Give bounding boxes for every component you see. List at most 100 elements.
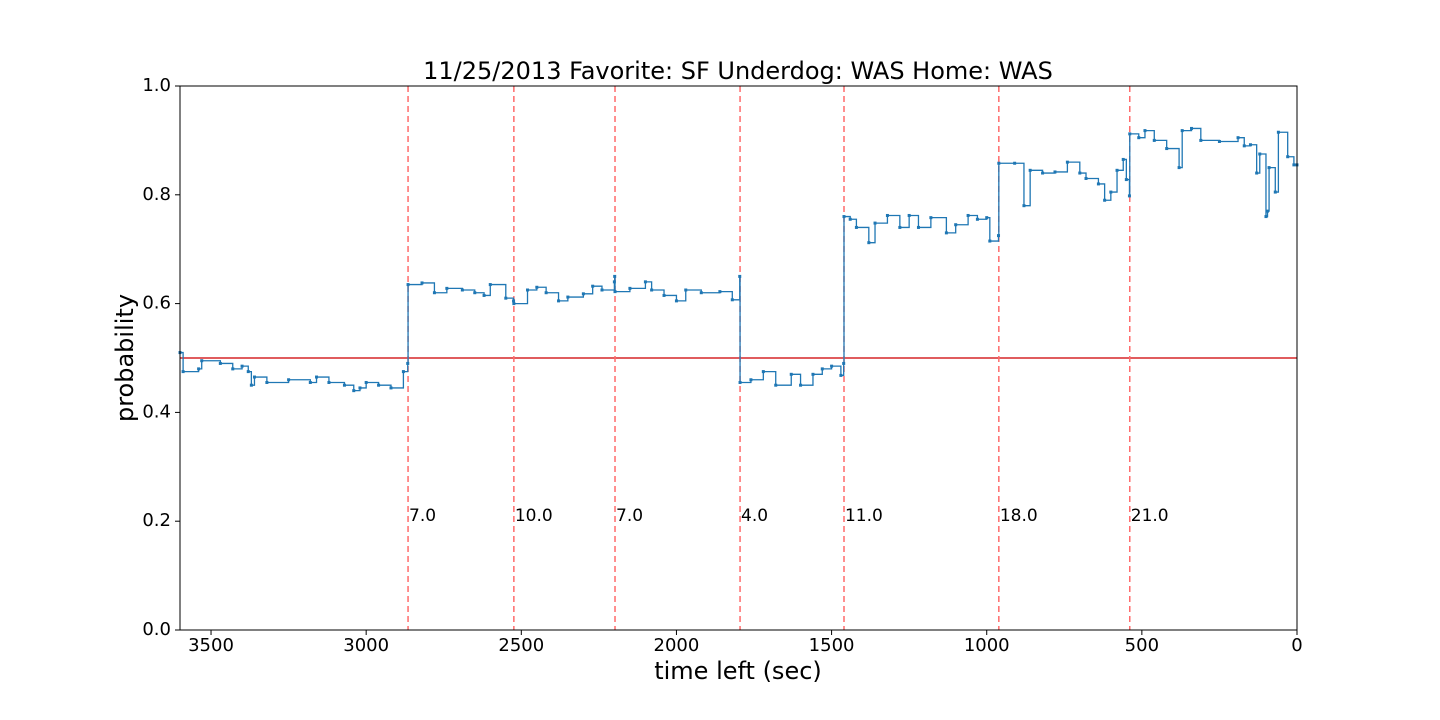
data-point <box>445 286 449 290</box>
data-point <box>848 217 852 221</box>
data-point <box>1137 136 1141 140</box>
data-point <box>389 386 393 390</box>
data-point <box>308 380 312 384</box>
data-point <box>873 221 877 225</box>
data-point <box>181 370 185 374</box>
data-point <box>1096 182 1100 186</box>
data-point <box>1121 157 1125 161</box>
data-point <box>842 215 846 219</box>
data-point <box>1013 161 1017 165</box>
data-point <box>761 370 765 374</box>
data-point <box>839 373 843 377</box>
data-point <box>315 375 319 379</box>
data-point <box>377 383 381 387</box>
plot-frame <box>179 85 1298 631</box>
x-tick-label: 2000 <box>654 635 700 656</box>
data-point <box>1242 144 1246 148</box>
y-tick-label: 0.8 <box>142 184 171 205</box>
y-tick-label: 0.2 <box>142 510 171 531</box>
data-point <box>401 370 405 374</box>
data-point <box>916 225 920 229</box>
data-point <box>240 364 244 368</box>
x-tick-label: 500 <box>1125 635 1159 656</box>
data-point <box>1266 209 1270 213</box>
data-point <box>218 361 222 365</box>
x-tick-label: 1500 <box>809 635 855 656</box>
data-point <box>200 359 204 363</box>
event-label: 4.0 <box>741 506 768 526</box>
data-point <box>662 293 666 297</box>
data-point <box>358 386 362 390</box>
data-point <box>1177 166 1181 170</box>
data-point <box>684 288 688 292</box>
data-point <box>907 213 911 217</box>
data-point <box>789 372 793 376</box>
data-point <box>1143 129 1147 133</box>
data-point <box>526 288 530 292</box>
data-point <box>1180 129 1184 133</box>
data-point <box>749 378 753 382</box>
data-point <box>1190 126 1194 130</box>
x-tick-label: 1000 <box>964 635 1010 656</box>
event-label: 10.0 <box>515 506 553 526</box>
data-point <box>1127 194 1131 198</box>
data-point <box>811 372 815 376</box>
data-point <box>231 367 235 371</box>
data-point <box>929 216 933 220</box>
event-label: 18.0 <box>1000 506 1038 526</box>
data-point <box>1103 198 1107 202</box>
data-point <box>252 375 256 379</box>
data-point <box>997 161 1001 165</box>
data-point <box>988 239 992 243</box>
data-point <box>482 293 486 297</box>
data-point <box>954 223 958 227</box>
data-point <box>613 290 617 294</box>
data-point <box>1022 204 1026 208</box>
data-point <box>867 241 871 245</box>
chart-title: 11/25/2013 Favorite: SF Underdog: WAS Ho… <box>423 57 1053 85</box>
data-point <box>1217 139 1221 143</box>
data-point <box>1028 168 1032 172</box>
data-point <box>944 231 948 235</box>
x-axis-label: time left (sec) <box>654 657 822 685</box>
data-point <box>643 280 647 284</box>
data-point <box>985 216 989 220</box>
data-point <box>774 383 778 387</box>
event-label: 7.0 <box>409 506 436 526</box>
data-point <box>420 281 424 285</box>
data-point <box>1041 171 1045 175</box>
x-tick-label: 3000 <box>343 635 389 656</box>
data-point <box>591 284 595 288</box>
data-point <box>885 213 889 217</box>
data-point <box>699 291 703 295</box>
data-point <box>1053 170 1057 174</box>
data-point <box>1276 130 1280 134</box>
data-point <box>557 299 561 303</box>
data-point <box>406 361 410 365</box>
data-point <box>898 225 902 229</box>
data-point <box>512 302 516 306</box>
data-point <box>249 383 253 387</box>
data-point <box>1109 190 1113 194</box>
data-point <box>488 283 492 287</box>
x-tick-label: 3500 <box>188 635 234 656</box>
data-point <box>1236 136 1240 140</box>
data-point <box>730 298 734 302</box>
data-point <box>512 299 516 303</box>
y-tick-label: 1.0 <box>142 75 171 96</box>
data-point <box>460 288 464 292</box>
data-point <box>535 285 539 289</box>
data-point <box>581 292 585 296</box>
data-point <box>504 296 508 300</box>
data-point <box>1124 178 1128 182</box>
data-point <box>738 380 742 384</box>
data-point <box>352 389 356 393</box>
data-point <box>287 378 291 382</box>
data-point <box>364 380 368 384</box>
data-point <box>1152 138 1156 142</box>
data-point <box>612 280 616 284</box>
data-point <box>197 367 201 371</box>
data-point <box>966 213 970 217</box>
x-tick-label: 2500 <box>498 635 544 656</box>
